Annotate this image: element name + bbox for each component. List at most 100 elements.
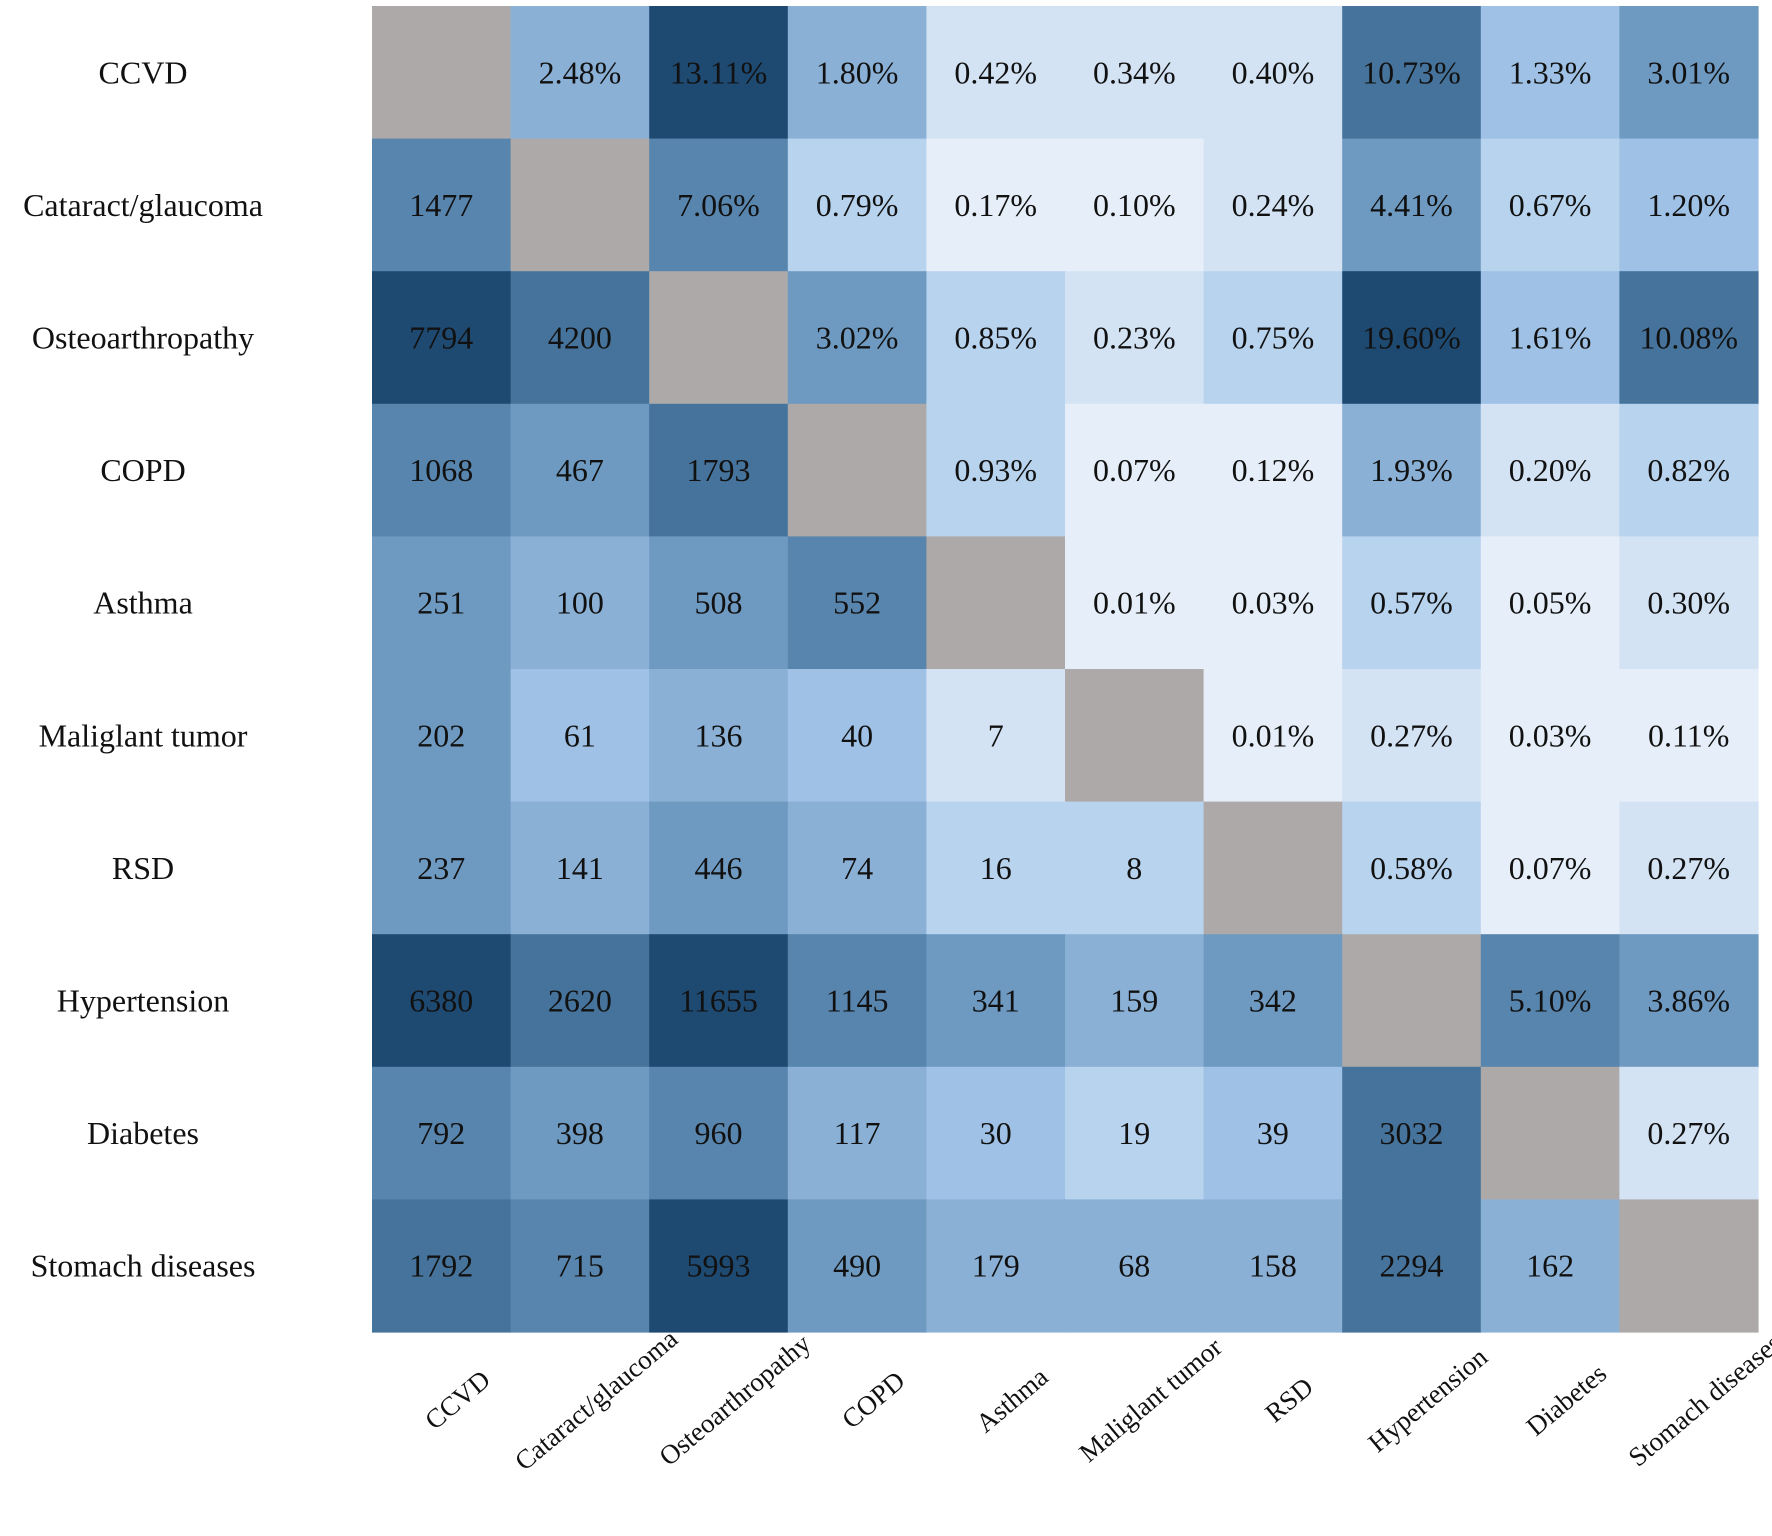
heatmap-cell-r2-c8 <box>1480 271 1620 405</box>
cell-value-label: 136 <box>695 717 743 753</box>
heatmap-cell-r7-c6 <box>1203 934 1343 1068</box>
cell-value-label: 398 <box>556 1115 604 1151</box>
heatmap-cell-r4-c2 <box>649 536 789 670</box>
row-label-rsd: RSD <box>112 850 174 886</box>
cell-value-label: 0.27% <box>1370 717 1453 753</box>
heatmap-cell-r0-c4 <box>926 6 1066 140</box>
heatmap-cell-r9-c5 <box>1065 1199 1205 1333</box>
heatmap-cell-r2-c7 <box>1342 271 1482 405</box>
heatmap-cell-r0-c8 <box>1480 6 1620 140</box>
heatmap-cell-r3-c4 <box>926 403 1066 537</box>
heatmap-cell-r8-c6 <box>1203 1066 1343 1200</box>
row-label-ccvd: CCVD <box>99 54 188 90</box>
cell-value-label: 13.11% <box>670 54 767 90</box>
cell-value-label: 0.23% <box>1093 320 1176 356</box>
heatmap-cell-r5-c0 <box>372 669 512 803</box>
heatmap-cell-r6-c4 <box>926 801 1066 935</box>
heatmap-cell-r1-c5 <box>1065 138 1205 272</box>
cell-value-label: 16 <box>980 850 1012 886</box>
heatmap-cell-r1-c4 <box>926 138 1066 272</box>
heatmap-cell-r9-c2 <box>649 1199 789 1333</box>
cell-value-label: 2294 <box>1380 1248 1444 1284</box>
heatmap-cell-r0-c6 <box>1203 6 1343 140</box>
cell-value-label: 0.79% <box>816 187 899 223</box>
cell-value-label: 0.05% <box>1509 585 1592 621</box>
heatmap-cell-r9-c1 <box>510 1199 650 1333</box>
row-label-osteoarthropathy: Osteoarthropathy <box>32 320 254 356</box>
column-label-copd: COPD <box>836 1365 910 1434</box>
heatmap-cell-r0-c1 <box>510 6 650 140</box>
cell-value-label: 30 <box>980 1115 1012 1151</box>
heatmap-cell-r1-c8 <box>1480 138 1620 272</box>
cell-value-label: 1477 <box>409 187 473 223</box>
heatmap-cell-r8-c3 <box>787 1066 927 1200</box>
heatmap-cell-r0-c3 <box>787 6 927 140</box>
cell-value-label: 141 <box>556 850 604 886</box>
cell-value-label: 61 <box>564 717 596 753</box>
heatmap-cell-r5-c4 <box>926 669 1066 803</box>
diagonal-cell-r9-c9 <box>1619 1199 1759 1333</box>
heatmap-cell-r8-c0 <box>372 1066 512 1200</box>
heatmap-cell-r3-c6 <box>1203 403 1343 537</box>
cell-value-label: 158 <box>1249 1248 1297 1284</box>
cell-value-label: 0.17% <box>954 187 1037 223</box>
heatmap-cells <box>372 6 1759 1333</box>
heatmap-cell-r1-c2 <box>649 138 789 272</box>
diagonal-cell-r8-c8 <box>1480 1066 1620 1200</box>
column-label-hypertension: Hypertension <box>1362 1341 1493 1458</box>
cell-value-label: 0.27% <box>1647 850 1730 886</box>
cell-value-label: 0.85% <box>954 320 1037 356</box>
heatmap-cell-r1-c6 <box>1203 138 1343 272</box>
cell-value-label: 7794 <box>409 320 473 356</box>
column-label-stomach-diseases: Stomach diseases <box>1623 1327 1772 1472</box>
cell-value-label: 0.07% <box>1509 850 1592 886</box>
heatmap-cell-r5-c8 <box>1480 669 1620 803</box>
row-label-asthma: Asthma <box>93 585 193 621</box>
cell-value-label: 39 <box>1257 1115 1289 1151</box>
diagonal-cell-r7-c7 <box>1342 934 1482 1068</box>
heatmap-cell-r3-c9 <box>1619 403 1759 537</box>
cell-value-label: 0.03% <box>1509 717 1592 753</box>
heatmap-cell-r4-c7 <box>1342 536 1482 670</box>
cell-value-label: 4.41% <box>1370 187 1453 223</box>
diagonal-cell-r0-c0 <box>372 6 512 140</box>
cell-value-label: 0.07% <box>1093 452 1176 488</box>
cell-value-label: 960 <box>695 1115 743 1151</box>
heatmap-cell-r8-c1 <box>510 1066 650 1200</box>
cell-value-label: 0.67% <box>1509 187 1592 223</box>
row-label-copd: COPD <box>100 452 185 488</box>
heatmap-cell-r2-c4 <box>926 271 1066 405</box>
heatmap-cell-r8-c9 <box>1619 1066 1759 1200</box>
heatmap-cell-r7-c3 <box>787 934 927 1068</box>
row-label-hypertension: Hypertension <box>57 983 229 1019</box>
cell-value-label: 1.20% <box>1647 187 1730 223</box>
heatmap-cell-r0-c7 <box>1342 6 1482 140</box>
cell-value-label: 11655 <box>679 983 758 1019</box>
cell-value-label: 68 <box>1118 1248 1150 1284</box>
column-label-diabetes: Diabetes <box>1520 1358 1612 1442</box>
cell-value-label: 1145 <box>826 983 889 1019</box>
cell-value-label: 0.42% <box>954 54 1037 90</box>
column-label-ccvd: CCVD <box>419 1364 496 1435</box>
cell-value-label: 0.11% <box>1648 717 1729 753</box>
heatmap-cell-r7-c5 <box>1065 934 1205 1068</box>
heatmap-cell-r3-c5 <box>1065 403 1205 537</box>
heatmap-cell-r1-c0 <box>372 138 512 272</box>
heatmap-cell-r9-c0 <box>372 1199 512 1333</box>
cell-value-label: 7 <box>988 717 1004 753</box>
heatmap-cell-r5-c7 <box>1342 669 1482 803</box>
heatmap-cell-r4-c6 <box>1203 536 1343 670</box>
column-label-maliglant-tumor: Maliglant tumor <box>1073 1332 1227 1468</box>
cell-value-label: 10.73% <box>1362 54 1461 90</box>
cell-value-label: 0.24% <box>1232 187 1315 223</box>
cell-value-label: 6380 <box>409 983 473 1019</box>
cell-value-label: 74 <box>841 850 873 886</box>
cell-value-label: 0.58% <box>1370 850 1453 886</box>
cell-value-label: 3032 <box>1380 1115 1444 1151</box>
heatmap-cell-r1-c9 <box>1619 138 1759 272</box>
heatmap-cell-r3-c0 <box>372 403 512 537</box>
heatmap-cell-r7-c2 <box>649 934 789 1068</box>
cell-value-label: 715 <box>556 1248 604 1284</box>
heatmap-cell-r6-c3 <box>787 801 927 935</box>
